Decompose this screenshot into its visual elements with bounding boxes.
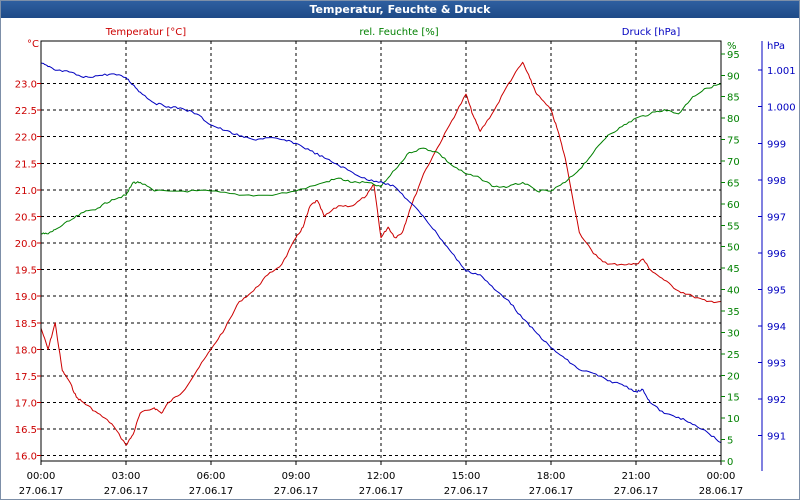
x-tick-time: 18:00: [537, 471, 566, 482]
y-tick-temperature: 17.5: [15, 372, 37, 383]
y-tick-pressure: 991: [767, 431, 786, 442]
y-tick-temperature: 16.0: [15, 452, 37, 463]
y-tick-humidity: 70: [727, 157, 740, 168]
y-tick-pressure: 993: [767, 358, 786, 369]
x-tick-date: 27.06.17: [19, 486, 64, 497]
x-tick-time: 00:00: [707, 471, 736, 482]
y-tick-humidity: 10: [727, 414, 740, 425]
x-tick-date: 27.06.17: [359, 486, 404, 497]
y-tick-pressure: 999: [767, 139, 786, 150]
axis-labels: °C Temperatur [°C] rel. Feuchte [%] Druc…: [27, 27, 785, 52]
y-tick-temperature: 22.5: [15, 106, 37, 117]
y-tick-humidity: 20: [727, 371, 740, 382]
x-tick-time: 03:00: [112, 471, 141, 482]
x-tick-time: 15:00: [452, 471, 481, 482]
y-tick-humidity: 5: [727, 436, 733, 447]
y-tick-temperature: 23.0: [15, 80, 37, 91]
pressure-series-label: Druck [hPa]: [622, 27, 681, 38]
humidity-line: [41, 83, 722, 235]
y-tick-temperature: 16.5: [15, 425, 37, 436]
x-tick-time: 21:00: [622, 471, 651, 482]
y-tick-pressure: 994: [767, 322, 786, 333]
grid: [41, 41, 721, 461]
x-tick-time: 09:00: [282, 471, 311, 482]
x-tick-time: 12:00: [367, 471, 396, 482]
y-tick-humidity: 30: [727, 328, 740, 339]
y-tick-pressure: 1.001: [767, 66, 796, 77]
temperature-unit-label: °C: [27, 39, 39, 50]
y-tick-temperature: 18.5: [15, 319, 37, 330]
y-tick-humidity: 80: [727, 114, 740, 125]
y-tick-humidity: 45: [727, 264, 740, 275]
y-tick-humidity: 95: [727, 50, 740, 61]
y-tick-pressure: 996: [767, 249, 786, 260]
x-tick-time: 00:00: [27, 471, 56, 482]
x-tick-date: 27.06.17: [104, 486, 149, 497]
y-tick-temperature: 18.0: [15, 345, 37, 356]
pressure-unit-label: hPa: [767, 41, 785, 52]
y-tick-temperature: 22.0: [15, 133, 37, 144]
y-tick-humidity: 35: [727, 307, 740, 318]
y-tick-pressure: 997: [767, 212, 786, 223]
y-tick-humidity: 75: [727, 136, 740, 147]
x-tick-date: 27.06.17: [274, 486, 319, 497]
y-tick-temperature: 17.0: [15, 399, 37, 410]
x-tick-date: 27.06.17: [529, 486, 574, 497]
series-lines: [40, 61, 722, 446]
y-tick-pressure: 1.000: [767, 103, 796, 114]
y-tick-temperature: 20.5: [15, 212, 37, 223]
y-tick-humidity: 60: [727, 200, 740, 211]
y-tick-humidity: 15: [727, 393, 740, 404]
y-tick-humidity: 65: [727, 178, 740, 189]
window-title: Temperatur, Feuchte & Druck: [1, 1, 799, 18]
x-tick-date: 27.06.17: [614, 486, 659, 497]
y-tick-pressure: 992: [767, 395, 786, 406]
pressure-line: [40, 62, 722, 444]
x-tick-date: 28.06.17: [699, 486, 744, 497]
x-tick-time: 06:00: [197, 471, 226, 482]
y-tick-pressure: 998: [767, 176, 786, 187]
plot-frame: [37, 40, 763, 471]
y-tick-humidity: 25: [727, 350, 740, 361]
y-tick-humidity: 85: [727, 93, 740, 104]
humidity-series-label: rel. Feuchte [%]: [359, 27, 438, 38]
y-tick-temperature: 21.5: [15, 159, 37, 170]
plot-border: [40, 40, 722, 462]
x-tick-date: 27.06.17: [189, 486, 234, 497]
chart: °C Temperatur [°C] rel. Feuchte [%] Druc…: [15, 27, 796, 497]
y-tick-humidity: 90: [727, 71, 740, 82]
y-tick-humidity: 50: [727, 243, 740, 254]
y-tick-humidity: 0: [727, 457, 733, 468]
y-tick-temperature: 19.0: [15, 292, 37, 303]
x-tick-date: 27.06.17: [444, 486, 489, 497]
tick-labels: 00:00 27.06.17 03:00 27.06.17 06:00 27.06.17 0…: [15, 50, 796, 497]
y-tick-pressure: 995: [767, 285, 786, 296]
y-tick-temperature: 20.0: [15, 239, 37, 250]
y-tick-humidity: 40: [727, 286, 740, 297]
temperature-series-label: Temperatur [°C]: [105, 27, 186, 38]
humidity-unit-label: %: [727, 41, 737, 52]
y-tick-humidity: 55: [727, 221, 740, 232]
y-tick-temperature: 19.5: [15, 266, 37, 277]
y-tick-temperature: 21.0: [15, 186, 37, 197]
